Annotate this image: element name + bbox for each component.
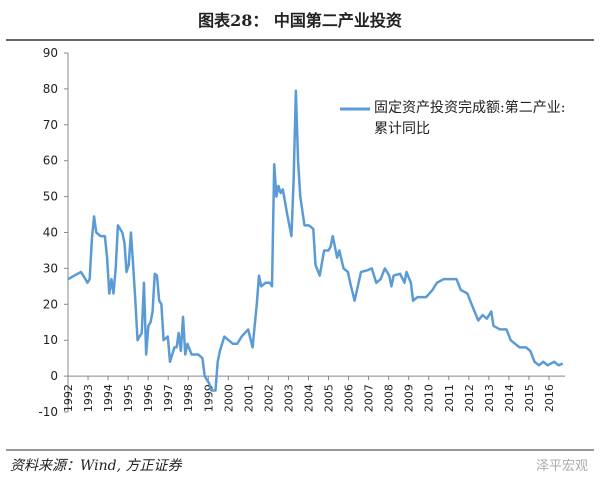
y-tick-label: 30 [43,261,58,275]
y-tick-label: 70 [43,118,58,132]
x-tick-label: 2004 [302,384,315,412]
x-tick-label: 2010 [423,384,436,412]
x-tick-label: 1995 [122,384,135,412]
y-tick-label: 50 [43,190,58,204]
x-tick-label: 1992 [62,384,75,412]
watermark: 泽平宏观 [536,459,588,474]
x-tick-label: 1999 [202,384,215,412]
x-tick-label: 1996 [142,384,155,412]
series-line [67,89,564,392]
x-tick-label: 1997 [162,384,175,412]
x-tick-label: 2001 [242,384,255,412]
x-tick-label: 2013 [483,384,496,412]
x-tick-label: 2005 [323,384,336,412]
x-tick-label: 1994 [102,384,115,412]
x-tick-label: 2000 [222,384,235,412]
chart-title: 图表28： 中国第二产业投资 [198,11,402,30]
x-tick-label: 2007 [363,384,376,412]
y-tick-label: 80 [43,82,58,96]
y-tick-label: 10 [43,333,58,347]
y-tick-label: 20 [43,297,58,311]
y-tick-label: 60 [43,154,58,168]
legend: 固定资产投资完成额:第二产业:累计同比 [340,98,574,140]
x-tick-label: 2011 [443,384,456,412]
x-tick-label: 2008 [383,384,396,412]
x-tick-label: 2003 [282,384,295,412]
x-tick-label: 2014 [503,384,516,412]
source: 资料来源：Wind, 方正证券 [10,458,182,474]
x-tick-label: 1993 [82,384,95,412]
x-tick-label: 2012 [463,384,476,412]
x-tick-label: 2006 [343,384,356,412]
legend-label: 固定资产投资完成额:第二产业:累计同比 [374,100,566,137]
y-tick-label: -10 [38,405,58,419]
y-tick-label: 0 [50,369,58,383]
x-tick-label: 2009 [403,384,416,412]
y-tick-label: 90 [43,46,58,60]
x-tick-label: 2016 [543,384,556,412]
legend-swatch [340,107,370,111]
x-tick-label: 1998 [182,384,195,412]
x-tick-label: 2002 [262,384,275,412]
x-tick-label: 2015 [523,384,536,412]
y-tick-label: 40 [43,226,58,240]
